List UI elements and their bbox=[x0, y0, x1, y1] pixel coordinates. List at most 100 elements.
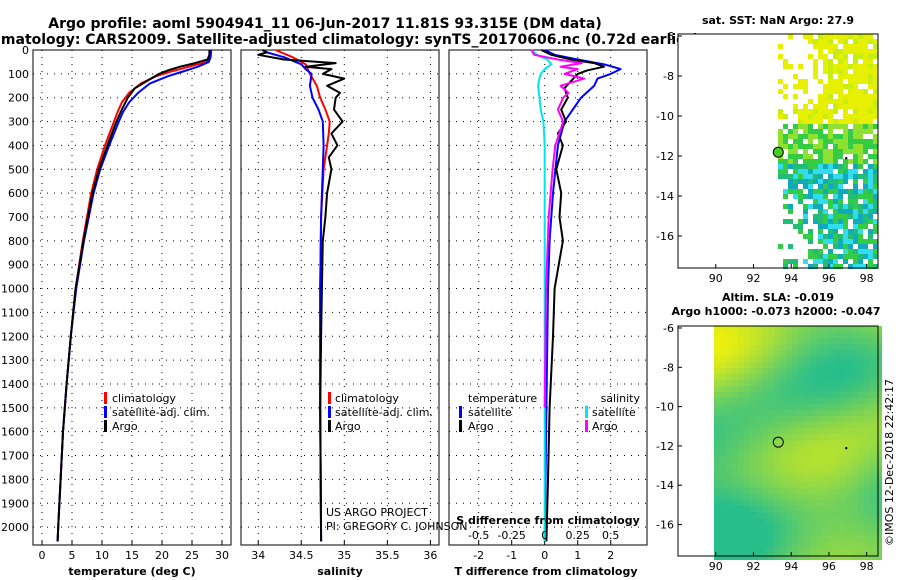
sst-pixel bbox=[828, 39, 833, 44]
sst-pixel bbox=[823, 239, 828, 244]
sst-pixel bbox=[818, 124, 823, 129]
sla-pixel bbox=[768, 506, 774, 512]
sla-pixel bbox=[738, 548, 744, 554]
sla-pixel bbox=[768, 536, 774, 542]
sla-pixel bbox=[780, 338, 786, 344]
sla-pixel bbox=[840, 374, 846, 380]
sla-pixel bbox=[864, 530, 870, 536]
sst-pixel bbox=[853, 179, 858, 184]
sst-pixel bbox=[868, 249, 873, 254]
sst-pixel bbox=[863, 139, 868, 144]
sla-pixel bbox=[774, 500, 780, 506]
sla-pixel bbox=[876, 518, 882, 524]
sla-pixel bbox=[858, 446, 864, 452]
sst-pixel bbox=[828, 59, 833, 64]
sst-pixel bbox=[803, 79, 808, 84]
sst-pixel bbox=[823, 144, 828, 149]
sla-pixel bbox=[786, 542, 792, 548]
sla-pixel bbox=[756, 476, 762, 482]
sla-pixel bbox=[768, 512, 774, 518]
sst-pixel bbox=[793, 184, 798, 189]
sst-pixel bbox=[853, 194, 858, 199]
sla-pixel bbox=[786, 470, 792, 476]
sst-pixel bbox=[868, 254, 873, 259]
sla-pixel bbox=[816, 506, 822, 512]
sla-pixel bbox=[762, 416, 768, 422]
sla-pixel bbox=[774, 404, 780, 410]
sla-pixel bbox=[804, 356, 810, 362]
sla-pixel bbox=[720, 500, 726, 506]
sla-pixel bbox=[780, 470, 786, 476]
sst-pixel bbox=[848, 99, 853, 104]
sla-pixel bbox=[732, 398, 738, 404]
sla-pixel bbox=[726, 440, 732, 446]
sst-pixel bbox=[813, 109, 818, 114]
sla-pixel bbox=[870, 554, 876, 560]
sla-pixel bbox=[774, 422, 780, 428]
sla-pixel bbox=[810, 494, 816, 500]
sst-pixel bbox=[833, 139, 838, 144]
sla-pixel bbox=[816, 374, 822, 380]
sst-pixel bbox=[858, 64, 863, 69]
sla-pixel bbox=[780, 536, 786, 542]
sla-pixel bbox=[726, 452, 732, 458]
sla-pixel bbox=[858, 476, 864, 482]
sst-pixel bbox=[818, 119, 823, 124]
sla-pixel bbox=[726, 338, 732, 344]
sst-pixel bbox=[858, 189, 863, 194]
sla-pixel bbox=[792, 500, 798, 506]
sst-pixel bbox=[843, 54, 848, 59]
sst-pixel bbox=[778, 44, 783, 49]
sla-pixel bbox=[822, 326, 828, 332]
sla-pixel bbox=[840, 386, 846, 392]
sla-pixel bbox=[786, 338, 792, 344]
sst-pixel bbox=[868, 154, 873, 159]
sst-pixel bbox=[873, 139, 878, 144]
sla-pixel bbox=[852, 386, 858, 392]
sla-pixel bbox=[852, 326, 858, 332]
sst-pixel bbox=[858, 104, 863, 109]
sla-pixel bbox=[756, 482, 762, 488]
temperature-x-ticks: 0 5 10 15 20 25 30 bbox=[39, 541, 229, 562]
sst-pixel bbox=[783, 159, 788, 164]
sla-pixel bbox=[756, 470, 762, 476]
sla-pixel bbox=[840, 464, 846, 470]
sla-pixel bbox=[750, 452, 756, 458]
sla-pixel bbox=[720, 398, 726, 404]
sst-pixel bbox=[793, 149, 798, 154]
sst-pixel bbox=[868, 104, 873, 109]
sst-pixel bbox=[803, 149, 808, 154]
sst-pixel bbox=[853, 84, 858, 89]
sla-pixel bbox=[822, 368, 828, 374]
map-x-tick-label: 98 bbox=[860, 272, 874, 285]
sst-pixel bbox=[848, 84, 853, 89]
sst-pixel bbox=[788, 204, 793, 209]
sla-pixel bbox=[810, 374, 816, 380]
sla-pixel bbox=[720, 524, 726, 530]
legend-satellite: satellite-adj. clim. bbox=[112, 406, 210, 419]
sla-pixel bbox=[828, 542, 834, 548]
series-line-climatology bbox=[56, 50, 211, 542]
sst-pixel bbox=[793, 74, 798, 79]
sla-pixel bbox=[732, 524, 738, 530]
sst-pixel bbox=[873, 239, 878, 244]
sla-pixel bbox=[864, 428, 870, 434]
sla-pixel bbox=[858, 362, 864, 368]
sla-pixel bbox=[816, 500, 822, 506]
sla-pixel bbox=[816, 452, 822, 458]
sst-pixel bbox=[818, 204, 823, 209]
sla-pixel bbox=[822, 542, 828, 548]
sla-pixel bbox=[786, 548, 792, 554]
sst-pixel bbox=[868, 239, 873, 244]
sst-pixel bbox=[813, 254, 818, 259]
sla-pixel bbox=[792, 374, 798, 380]
sst-pixel bbox=[803, 259, 808, 264]
sla-pixel bbox=[738, 542, 744, 548]
sst-pixel bbox=[843, 249, 848, 254]
sla-pixel bbox=[780, 356, 786, 362]
sst-pixel bbox=[788, 244, 793, 249]
sla-pixel bbox=[810, 380, 816, 386]
sla-pixel bbox=[870, 446, 876, 452]
sla-pixel bbox=[726, 464, 732, 470]
sla-pixel bbox=[828, 356, 834, 362]
